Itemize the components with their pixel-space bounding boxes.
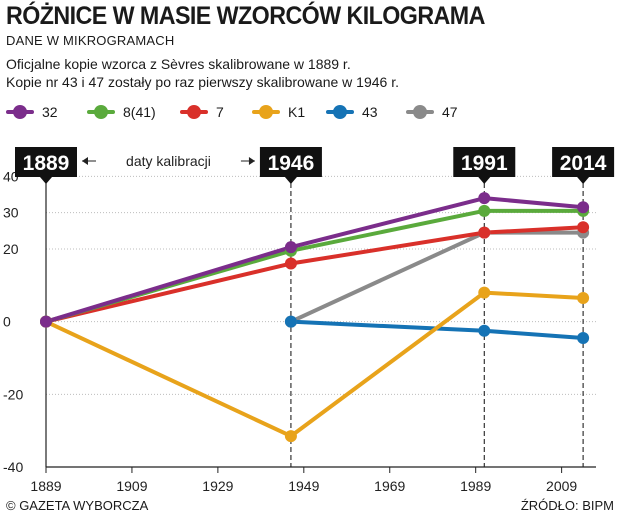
legend-item-k1: K1 bbox=[252, 104, 305, 120]
legend-swatch-8-41 bbox=[87, 105, 115, 119]
series-point-8(41) bbox=[478, 204, 491, 217]
y-tick-label: -20 bbox=[3, 386, 23, 402]
legend-swatch-43 bbox=[326, 105, 354, 119]
y-tick-label: -40 bbox=[3, 459, 23, 475]
series-point-7 bbox=[577, 221, 590, 234]
legend-swatch-k1 bbox=[252, 105, 280, 119]
note-line-1: Oficjalne kopie wzorca z Sèvres skalibro… bbox=[6, 56, 351, 72]
x-tick-label: 1889 bbox=[30, 478, 61, 494]
x-tick-label: 2009 bbox=[546, 478, 577, 494]
y-tick-label: 30 bbox=[3, 205, 19, 221]
legend-swatch-7 bbox=[180, 105, 208, 119]
calibration-year-label: 1889 bbox=[23, 152, 70, 175]
series-point-32 bbox=[40, 315, 52, 328]
calibration-year-box bbox=[259, 147, 322, 177]
series-line-K1 bbox=[44, 290, 586, 439]
series-point-32 bbox=[284, 241, 297, 254]
x-tick-label: 1909 bbox=[116, 478, 147, 494]
x-tick-label: 1949 bbox=[288, 478, 319, 494]
calibration-year-pointer bbox=[284, 177, 297, 184]
calibration-year-box bbox=[552, 147, 615, 177]
calibration-note: daty kalibracji bbox=[126, 153, 211, 169]
legend-item-47: 47 bbox=[406, 104, 458, 120]
series-line-8(41) bbox=[44, 208, 586, 324]
calibration-year-label: 1946 bbox=[268, 152, 315, 175]
calibration-year-box bbox=[15, 147, 77, 177]
x-tick-label: 1929 bbox=[202, 478, 233, 494]
calibration-year-pointer bbox=[478, 177, 491, 184]
legend-label-43: 43 bbox=[362, 104, 378, 120]
x-tick-label: 1969 bbox=[374, 478, 405, 494]
series-line-32 bbox=[44, 196, 586, 324]
calibration-arrow-right-head bbox=[248, 157, 255, 165]
calibration-year-label: 1991 bbox=[461, 152, 508, 175]
series-point-7 bbox=[284, 257, 297, 270]
y-tick-label: 20 bbox=[3, 241, 19, 257]
legend-item-8-41: 8(41) bbox=[87, 104, 156, 120]
legend: 32 8(41) 7 K1 43 47 bbox=[6, 104, 616, 126]
legend-item-43: 43 bbox=[326, 104, 378, 120]
calibration-year-label: 2014 bbox=[560, 152, 607, 175]
y-tick-label: 40 bbox=[3, 168, 19, 184]
y-tick-label: 0 bbox=[3, 314, 11, 330]
calibration-year-box bbox=[453, 147, 516, 177]
x-tick-label: 1989 bbox=[460, 478, 491, 494]
source-credit: ŹRÓDŁO: BIPM bbox=[520, 498, 614, 513]
series-point-K1 bbox=[577, 292, 590, 305]
series-line-47 bbox=[288, 230, 586, 324]
calibration-year-pointer bbox=[40, 177, 52, 184]
series-point-43 bbox=[577, 332, 590, 345]
series-point-K1 bbox=[478, 286, 491, 299]
series-point-32 bbox=[577, 201, 590, 214]
calibration-year-pointer bbox=[577, 177, 590, 184]
legend-label-32: 32 bbox=[42, 104, 58, 120]
legend-swatch-32 bbox=[6, 105, 34, 119]
series-point-43 bbox=[284, 315, 297, 328]
series-point-32 bbox=[478, 192, 491, 205]
series-line-7 bbox=[44, 225, 586, 324]
legend-label-8-41: 8(41) bbox=[123, 104, 156, 120]
legend-label-47: 47 bbox=[442, 104, 458, 120]
chart-subtitle: DANE W MIKROGRAMACH bbox=[6, 33, 175, 48]
note-line-2: Kopie nr 43 i 47 zostały po raz pierwszy… bbox=[6, 74, 399, 90]
legend-item-7: 7 bbox=[180, 104, 224, 120]
chart-title: RÓŻNICE W MASIE WZORCÓW KILOGRAMA bbox=[6, 2, 485, 30]
legend-label-k1: K1 bbox=[288, 104, 306, 120]
series-point-7 bbox=[478, 226, 491, 239]
series-point-K1 bbox=[284, 430, 297, 443]
legend-swatch-47 bbox=[406, 105, 434, 119]
legend-item-32: 32 bbox=[6, 104, 58, 120]
legend-label-7: 7 bbox=[216, 104, 224, 120]
calibration-arrow-left-head bbox=[82, 157, 88, 165]
series-point-43 bbox=[478, 324, 491, 337]
copyright-credit: © GAZETA WYBORCZA bbox=[6, 498, 149, 513]
